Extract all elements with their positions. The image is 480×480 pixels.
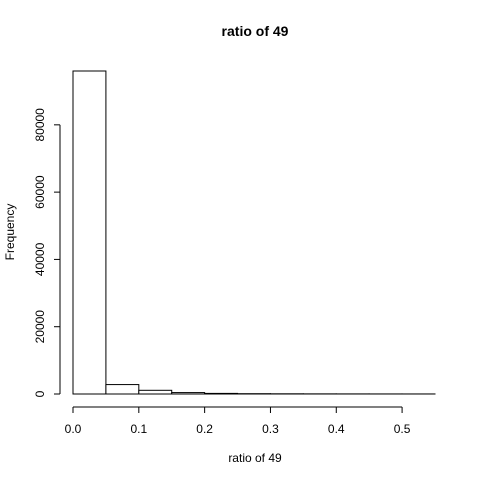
bars-group <box>72 70 436 395</box>
x-tick-label: 0.1 <box>130 422 147 436</box>
histogram-bar <box>204 392 239 395</box>
histogram-bar <box>72 70 107 395</box>
histogram-bar <box>138 389 173 395</box>
x-tick-label: 0.2 <box>196 422 213 436</box>
y-axis-label: Frequency <box>3 204 17 261</box>
x-tick-label: 0.4 <box>328 422 345 436</box>
y-tick-label: 60000 <box>33 175 47 209</box>
histogram-bar <box>171 392 206 395</box>
y-tick-label: 80000 <box>33 108 47 142</box>
chart-title: ratio of 49 <box>222 23 289 39</box>
y-tick-label: 0 <box>33 390 47 397</box>
histogram-bar <box>105 384 140 395</box>
x-axis: 0.0 0.1 0.2 0.3 0.4 0.5 <box>65 406 411 436</box>
y-axis: 0 20000 40000 60000 80000 <box>33 108 61 397</box>
x-tick-label: 0.0 <box>65 422 82 436</box>
x-tick-label: 0.3 <box>262 422 279 436</box>
y-tick-label: 40000 <box>33 242 47 276</box>
y-tick-label: 20000 <box>33 310 47 344</box>
x-tick-label: 0.5 <box>394 422 411 436</box>
x-axis-label: ratio of 49 <box>228 451 282 465</box>
